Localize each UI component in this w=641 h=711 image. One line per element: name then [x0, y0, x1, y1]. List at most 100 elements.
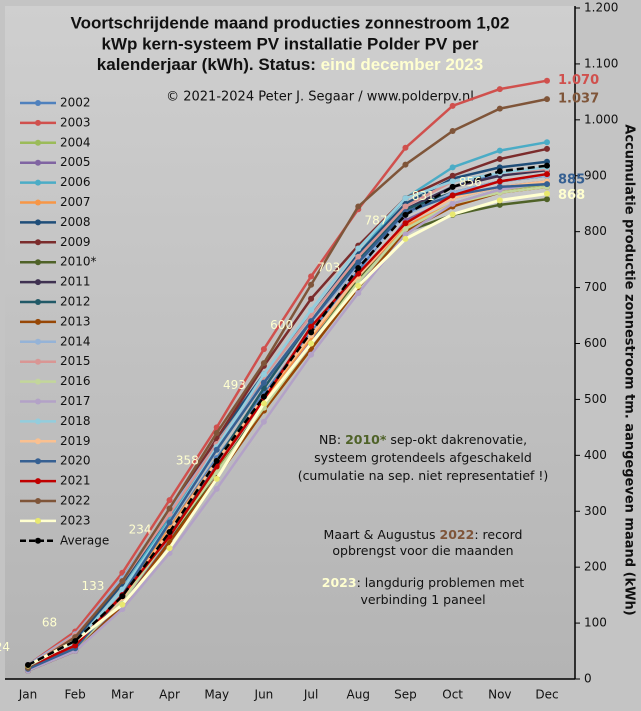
data-point	[402, 225, 409, 232]
legend-label: 2017	[60, 394, 91, 408]
data-point	[544, 190, 550, 197]
data-point	[496, 105, 503, 112]
legend-label: 2023	[60, 513, 91, 527]
chart-title: kWp kern-systeem PV installatie Polder P…	[102, 34, 479, 53]
legend-label: 2012	[60, 295, 91, 309]
legend-marker	[35, 239, 41, 246]
legend-label: 2008	[60, 215, 91, 229]
chart-title: kalenderjaar (kWh). Status:	[97, 55, 321, 74]
data-point	[355, 259, 362, 266]
legend-marker	[35, 159, 41, 166]
data-point	[166, 497, 173, 504]
data-point	[496, 197, 503, 204]
legend-marker	[35, 179, 41, 186]
data-point	[260, 360, 267, 367]
data-label: 831	[412, 189, 435, 203]
y-tick-label: 1.100	[584, 56, 618, 70]
data-point	[166, 528, 173, 535]
data-label: 493	[223, 378, 246, 392]
data-point	[449, 211, 456, 218]
data-point	[213, 475, 220, 482]
y-tick-label: 600	[584, 336, 607, 350]
legend-marker	[35, 418, 41, 425]
data-label: 234	[129, 523, 152, 537]
y-tick-label: 100	[584, 616, 607, 630]
x-tick-label: May	[204, 688, 229, 702]
data-point	[496, 168, 503, 175]
x-tick-label: Feb	[65, 688, 86, 702]
data-point	[449, 102, 456, 109]
series-line	[27, 181, 548, 672]
legend-marker	[35, 338, 41, 345]
annotation-text: : record	[474, 527, 522, 542]
data-point	[402, 231, 409, 238]
data-label: 24	[0, 640, 10, 654]
data-point	[260, 418, 267, 425]
legend-label: 2018	[60, 414, 91, 428]
data-label: 787	[365, 213, 388, 227]
data-point	[260, 346, 267, 353]
data-point	[308, 273, 315, 280]
legend-label: Average	[60, 533, 109, 547]
legend-label: 2006	[60, 175, 91, 189]
data-label: 856	[459, 175, 482, 189]
data-point	[260, 379, 267, 386]
legend-marker	[35, 279, 41, 286]
data-label: 885	[558, 173, 585, 188]
data-point	[260, 371, 267, 378]
annotation-text: 2010*	[345, 432, 387, 447]
x-tick-label: Nov	[488, 688, 511, 702]
data-point	[308, 318, 315, 325]
data-point	[544, 139, 550, 146]
legend-label: 2019	[60, 434, 91, 448]
data-label: 1.070	[558, 73, 599, 88]
annotation: 2023: langdurig problemen met	[322, 575, 525, 590]
y-tick-label: 1.000	[584, 112, 618, 126]
legend-label: 2014	[60, 334, 91, 348]
annotation-text: (cumulatie na sep. niet representatief !…	[298, 468, 549, 483]
legend-label: 2013	[60, 314, 91, 328]
data-label: 868	[558, 188, 585, 203]
legend-marker	[35, 498, 41, 504]
data-point	[308, 351, 315, 358]
data-point	[449, 192, 456, 199]
legend-label: 2009	[60, 235, 91, 249]
data-point	[402, 144, 409, 151]
data-point	[355, 282, 362, 289]
data-point	[166, 533, 173, 540]
data-point	[355, 253, 362, 260]
chart-title: Voortschrijdende maand producties zonnes…	[71, 13, 510, 32]
data-point	[355, 203, 362, 210]
legend-label: 2016	[60, 374, 91, 388]
y-axis-title: Accumulatie productie zonnestroom tm. aa…	[622, 124, 637, 615]
data-point	[308, 329, 315, 336]
data-point	[496, 86, 503, 93]
legend-marker	[35, 458, 41, 465]
legend-marker	[35, 438, 41, 445]
annotation: verbinding 1 paneel	[360, 592, 485, 607]
y-tick-label: 1.200	[584, 1, 618, 15]
data-point	[25, 662, 31, 669]
legend-marker	[35, 119, 41, 126]
annotation-text: Maart & Augustus	[324, 527, 440, 542]
data-point	[260, 400, 267, 407]
data-point	[449, 183, 456, 190]
data-point	[544, 196, 550, 203]
data-point	[496, 183, 503, 190]
data-point	[544, 96, 550, 103]
annotation-text: 2022	[440, 527, 475, 542]
data-point	[119, 578, 126, 585]
legend-label: 2004	[60, 135, 91, 149]
annotation-text: 2023	[322, 575, 357, 590]
y-tick-label: 800	[584, 224, 607, 238]
data-point	[544, 162, 550, 169]
legend-label: 2003	[60, 115, 91, 129]
annotation: Maart & Augustus 2022: record	[324, 527, 523, 542]
data-point	[213, 485, 220, 492]
data-point	[544, 145, 550, 152]
legend-marker	[35, 139, 41, 146]
annotation-text: opbrengst voor die maanden	[332, 543, 513, 558]
legend-marker	[35, 299, 41, 305]
data-point	[402, 211, 409, 218]
data-point	[119, 601, 126, 608]
